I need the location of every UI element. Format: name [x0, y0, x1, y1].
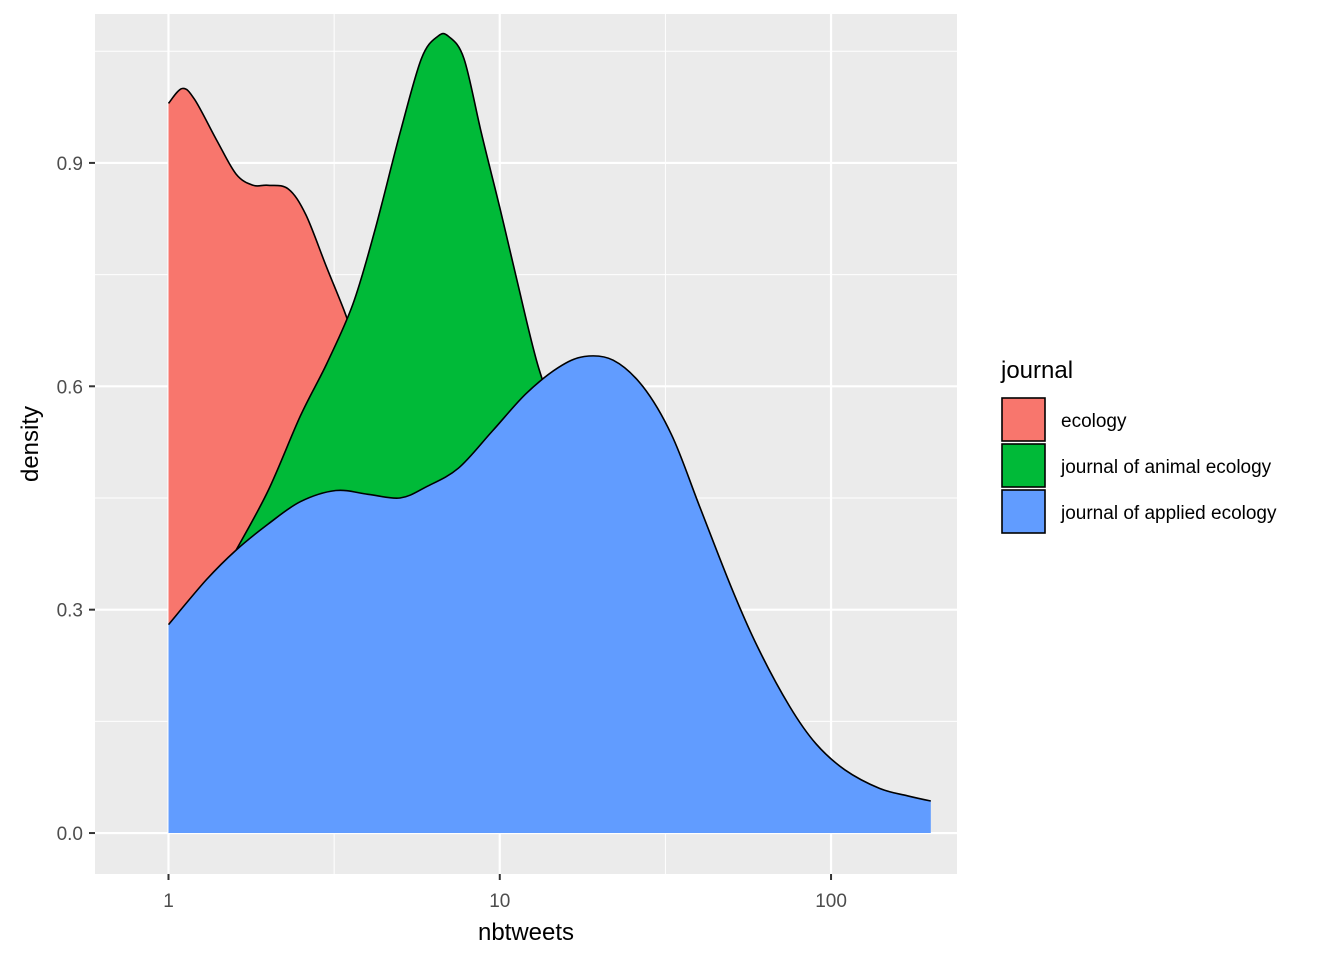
density-outline-journal-of-animal-ecology — [235, 32, 601, 551]
x-tick-label: 10 — [489, 891, 510, 912]
density-areas — [167, 32, 931, 833]
legend-key — [1001, 489, 1046, 534]
density-outline-journal-of-applied-ecology — [167, 355, 931, 802]
y-tick-label: 0.0 — [57, 824, 83, 845]
y-axis: 0.0 0.3 0.6 0.9 — [57, 154, 95, 845]
y-tick-label: 0.6 — [57, 377, 83, 398]
legend-key — [1001, 443, 1046, 488]
y-axis-title: density — [17, 406, 44, 482]
x-axis-title: nbtweets — [478, 919, 574, 946]
y-tick-label: 0.3 — [57, 601, 83, 622]
x-tick-label: 100 — [815, 891, 847, 912]
legend-label: journal of animal ecology — [1060, 457, 1272, 478]
density-area-journal-of-applied-ecology — [168, 355, 931, 833]
legend-label: ecology — [1061, 411, 1127, 432]
y-tick-label: 0.9 — [57, 154, 83, 175]
x-axis: 1 10 100 — [163, 874, 847, 912]
legend-label: journal of applied ecology — [1060, 503, 1277, 524]
legend: journal ecology journal of animal ecology… — [1000, 357, 1277, 534]
legend-key — [1001, 397, 1046, 442]
legend-title: journal — [1000, 357, 1073, 384]
x-tick-label: 1 — [163, 891, 174, 912]
